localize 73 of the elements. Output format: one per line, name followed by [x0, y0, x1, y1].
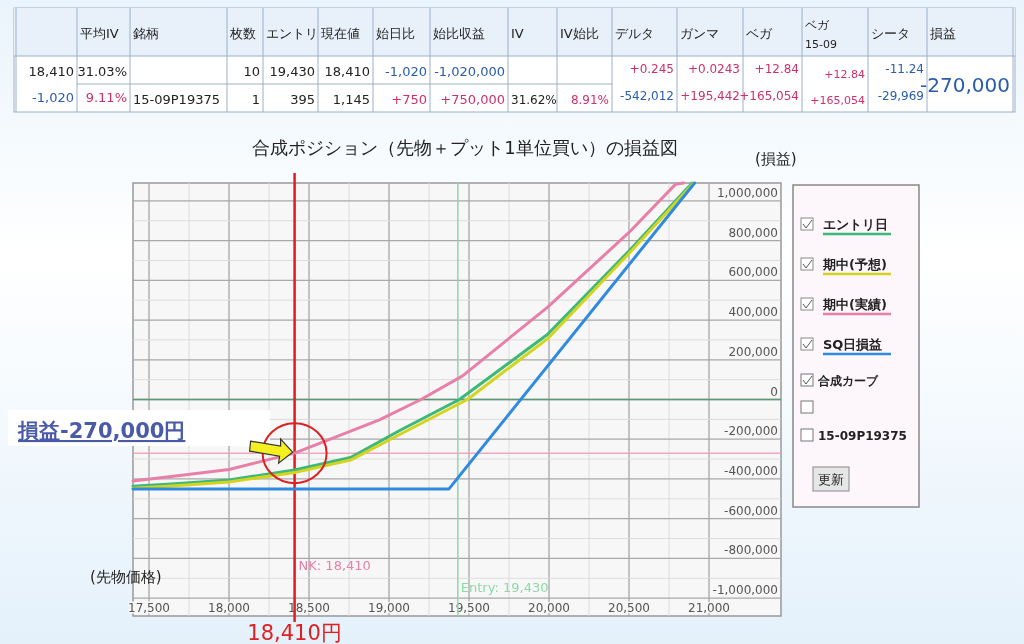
text: -542,012 [620, 89, 674, 103]
text: 18,410 [324, 64, 370, 79]
text: +12.84 [754, 62, 799, 76]
text: 31.62% [511, 93, 557, 107]
x-axis-title: (先物価格) [90, 568, 162, 586]
y-tick-label: -1,000,000 [712, 583, 778, 598]
text: +750,000 [440, 92, 505, 107]
text: 損益 [930, 26, 956, 41]
text: 期中(予想) [822, 257, 887, 272]
y-tick-label: 0 [770, 384, 778, 399]
text: 19,430 [269, 64, 315, 79]
text: 合成カーブ [817, 374, 879, 388]
text: 期中(実績) [822, 297, 887, 312]
text: エントリ [266, 26, 318, 41]
text: +750 [391, 92, 427, 107]
y-tick-label: 600,000 [728, 265, 778, 280]
text: +165,054 [810, 94, 865, 107]
text: シータ [871, 26, 910, 41]
text: 始日比 [376, 26, 415, 41]
text: +0.245 [629, 62, 674, 76]
text: 15-09 [805, 38, 837, 51]
y-tick-label: -800,000 [724, 543, 778, 558]
chart-title: 合成ポジション（先物＋プット1単位買い）の損益図 [252, 137, 678, 158]
y-tick-label: 400,000 [728, 305, 778, 320]
text: 始比収益 [433, 26, 485, 41]
text: 31.03% [77, 64, 127, 79]
text: +195,442 [680, 89, 740, 103]
text: IV始比 [560, 26, 599, 41]
ref-line-label: 18,410円 [247, 621, 342, 644]
text: +165,054 [739, 89, 799, 103]
text: 更新 [818, 472, 844, 487]
text: 枚数 [229, 26, 256, 41]
x-tick-label: 17,500 [128, 601, 170, 615]
text: +12.84 [824, 68, 865, 81]
text: ベガ [805, 18, 830, 32]
text: エントリ日 [823, 217, 888, 232]
text: IV [511, 26, 524, 41]
y-tick-label: 1,000,000 [716, 185, 778, 200]
text: 9.11% [85, 90, 127, 105]
text: 現在値 [321, 26, 360, 41]
ref-line-label: NK: 18,410 [298, 558, 371, 573]
x-tick-label: 19,000 [368, 601, 410, 615]
text: -1,020 [385, 64, 427, 79]
y-tick-label: 200,000 [728, 344, 778, 359]
text: -11.24 [885, 62, 924, 76]
text: デルタ [615, 26, 654, 41]
text: 8.91% [570, 93, 609, 107]
text: 銘柄 [133, 26, 159, 41]
text: 15-09P19375 [818, 429, 907, 443]
x-tick-label: 20,000 [528, 601, 570, 615]
y-tick-label: -600,000 [724, 503, 778, 518]
x-tick-label: 21,000 [688, 601, 730, 615]
ref-line-label: Entry: 19,430 [460, 580, 549, 595]
text: 395 [290, 92, 315, 107]
text: -1,020,000 [434, 64, 505, 79]
text: -1,020 [32, 90, 74, 105]
text: 平均IV [80, 26, 119, 41]
text: 1 [251, 92, 260, 107]
text: 1,145 [332, 92, 370, 107]
text: SQ日損益 [823, 337, 883, 352]
text: ベガ [746, 26, 773, 41]
y-tick-label: -200,000 [724, 424, 778, 439]
text: +0.0243 [687, 62, 740, 76]
annotation: 損益-270,000円 [17, 419, 186, 443]
text: 10 [243, 64, 260, 79]
y-tick-label: -400,000 [724, 463, 778, 478]
text: ガンマ [680, 26, 719, 41]
text: 18,410 [28, 64, 74, 79]
x-tick-label: 18,000 [208, 601, 250, 615]
y-tick-label: 800,000 [728, 225, 778, 240]
text: 15-09P19375 [133, 92, 220, 107]
y-axis-title: (損益) [755, 150, 797, 168]
x-tick-label: 20,500 [608, 601, 650, 615]
